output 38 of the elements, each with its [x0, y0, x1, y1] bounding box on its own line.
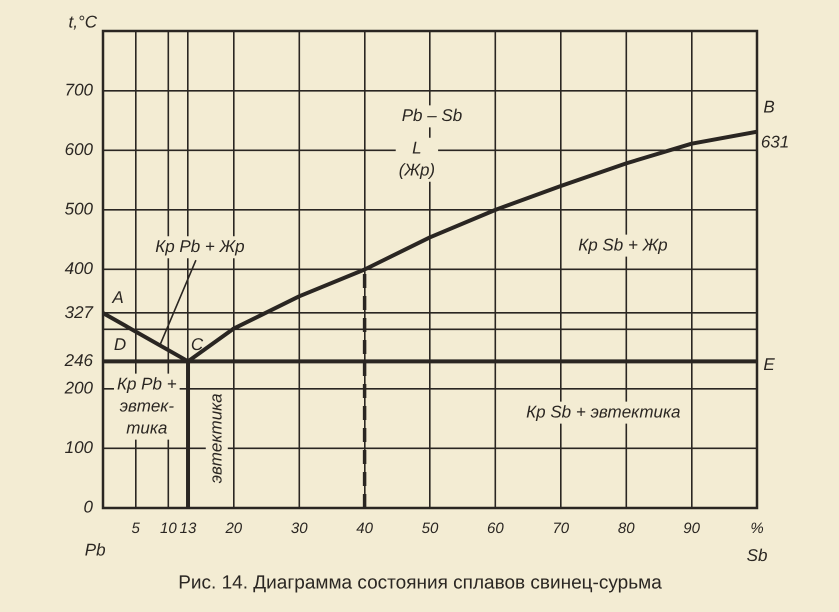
x-tick-label: 60	[487, 520, 504, 538]
text: Рис. 14. Диаграмма состояния сплавов свинец-сурьма	[178, 572, 662, 594]
y-tick-label: 600	[64, 140, 94, 159]
annotation: L (Жр)	[398, 138, 436, 180]
x-tick-label: 80	[618, 520, 636, 538]
annotation: C	[190, 335, 204, 354]
annotation: A	[111, 288, 124, 307]
x-tick-label: 70	[552, 520, 570, 538]
x-tick-label: 50	[422, 520, 439, 538]
annotation: Кр Pb + Жр	[155, 236, 245, 256]
x-tick-label: 10	[160, 520, 178, 538]
y-tick-label: 0	[84, 498, 94, 517]
annotation: E	[763, 355, 776, 374]
x-tick-label: 30	[290, 520, 308, 538]
annotation: Кр Sb + эвтектика	[526, 402, 680, 422]
x-axis-title: Sb	[746, 546, 768, 566]
annotation: Pb – Sb	[402, 106, 462, 126]
x-tick-label: 13	[180, 520, 198, 538]
text: Pb	[84, 540, 106, 560]
x-tick-label: 5	[132, 520, 141, 538]
annotation: B	[763, 98, 775, 116]
annotation: 631	[760, 132, 790, 152]
annotation: эвтектика	[206, 393, 226, 484]
y-tick-label: 500	[64, 200, 94, 219]
y-tick-label: 200	[64, 378, 94, 398]
y-tick-label: 100	[64, 438, 94, 458]
annotation: Кр Sb + Жр	[578, 235, 668, 254]
x-tick-label: 40	[356, 520, 374, 538]
x-tick-label: 20	[224, 520, 243, 538]
annotation: D	[114, 335, 126, 354]
annotation: Кр Pb + эвтек- тика	[116, 374, 177, 438]
y-axis-title: t,°C	[68, 12, 98, 32]
y-tick-label: 400	[64, 259, 94, 278]
y-tick-label: 246	[64, 351, 94, 370]
x-tick-label: 90	[683, 520, 701, 538]
y-tick-label: 327	[64, 302, 94, 322]
x-tick-label: %	[750, 520, 764, 538]
y-tick-label: 700	[64, 80, 94, 100]
